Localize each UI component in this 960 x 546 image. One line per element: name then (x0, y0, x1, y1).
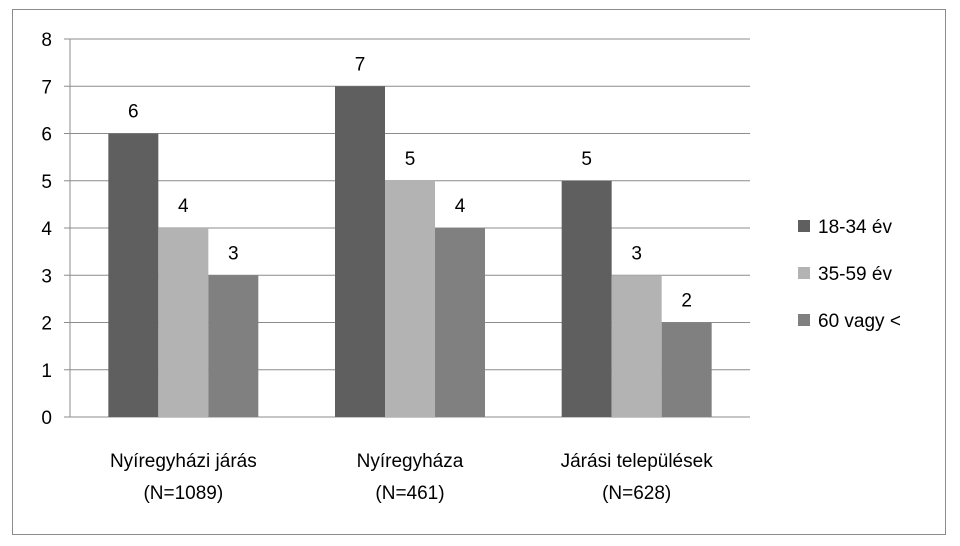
category-label: (N=628) (602, 483, 671, 504)
legend-label: 18-34 év (818, 217, 892, 238)
legend: 18-34 év 35-59 év 60 vagy < (798, 217, 901, 332)
category-label: (N=1089) (143, 483, 223, 504)
category-label: Nyíregyháza (357, 451, 464, 472)
bar (611, 275, 662, 417)
data-label: 3 (228, 243, 239, 264)
category-label: Járási települések (561, 451, 714, 472)
data-label: 5 (581, 149, 592, 170)
bar (335, 86, 385, 417)
bar (385, 180, 435, 417)
data-label: 2 (681, 291, 692, 312)
data-label: 7 (355, 54, 366, 75)
data-label: 5 (405, 149, 416, 170)
y-tick-label: 7 (41, 77, 52, 98)
legend-swatch (798, 314, 810, 326)
y-tick-label: 8 (41, 30, 52, 51)
bar (561, 180, 612, 417)
y-tick-label: 0 (41, 408, 52, 429)
data-label: 4 (455, 196, 466, 217)
legend-swatch (798, 267, 810, 279)
y-tick-label: 5 (41, 172, 52, 193)
y-tick-label: 6 (41, 125, 52, 146)
bar (435, 228, 485, 417)
bar (661, 322, 712, 417)
data-label: 4 (178, 196, 189, 217)
y-tick-label: 3 (41, 266, 52, 287)
y-tick-label: 2 (41, 314, 52, 335)
bar (158, 228, 209, 417)
data-label: 3 (631, 243, 642, 264)
data-label: 6 (128, 102, 139, 123)
y-tick-label: 1 (41, 361, 52, 382)
bar (208, 275, 259, 417)
bars (108, 86, 712, 417)
category-label: (N=461) (375, 483, 444, 504)
category-labels: Nyíregyházi járás (N=1089) Nyíregyháza (N=4… (110, 451, 713, 504)
bar (108, 133, 159, 417)
category-label: Nyíregyházi járás (110, 451, 257, 472)
data-labels: 6 4 3 7 5 4 5 3 2 (128, 54, 692, 311)
legend-label: 60 vagy < (818, 311, 901, 332)
legend-swatch (798, 220, 810, 232)
y-tick-label: 4 (41, 219, 52, 240)
legend-label: 35-59 év (818, 264, 892, 285)
